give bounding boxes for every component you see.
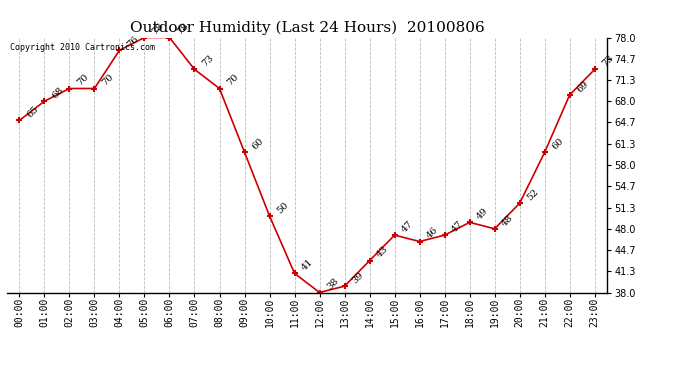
Text: 49: 49: [475, 207, 491, 222]
Text: 68: 68: [50, 86, 65, 100]
Text: 73: 73: [600, 53, 615, 69]
Text: 41: 41: [300, 257, 315, 273]
Text: 69: 69: [575, 79, 590, 94]
Text: 47: 47: [450, 219, 465, 234]
Text: 76: 76: [125, 34, 140, 50]
Text: 43: 43: [375, 244, 391, 260]
Text: 46: 46: [425, 226, 440, 241]
Text: 50: 50: [275, 200, 290, 215]
Text: 38: 38: [325, 277, 340, 292]
Text: 48: 48: [500, 213, 515, 228]
Text: 65: 65: [25, 105, 40, 120]
Title: Outdoor Humidity (Last 24 Hours)  20100806: Outdoor Humidity (Last 24 Hours) 2010080…: [130, 21, 484, 35]
Text: 60: 60: [250, 136, 265, 152]
Text: 70: 70: [100, 73, 115, 88]
Text: 60: 60: [550, 136, 565, 152]
Text: 47: 47: [400, 219, 415, 234]
Text: Copyright 2010 Cartronics.com: Copyright 2010 Cartronics.com: [10, 43, 155, 52]
Text: 73: 73: [200, 53, 215, 69]
Text: 78: 78: [150, 22, 165, 37]
Text: 70: 70: [75, 73, 90, 88]
Text: 52: 52: [525, 188, 540, 202]
Text: 78: 78: [175, 22, 190, 37]
Text: 70: 70: [225, 73, 240, 88]
Text: 39: 39: [350, 270, 365, 285]
